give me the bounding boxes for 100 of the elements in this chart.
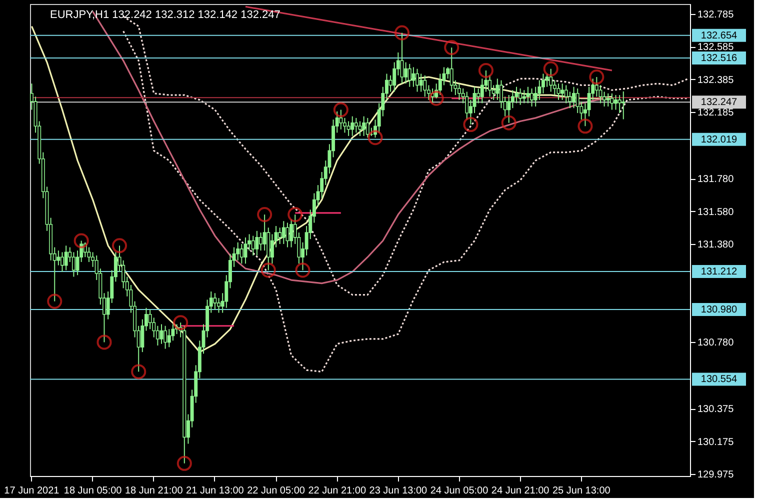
candlestick <box>606 92 610 107</box>
point <box>47 294 62 309</box>
x-tick-label: 21 Jun 13:00 <box>186 486 244 496</box>
x-tick-label: 18 Jun 05:00 <box>64 486 122 496</box>
y-tick-label: 132.585 <box>698 42 734 54</box>
y-tick-label: 132.785 <box>698 9 734 20</box>
candlestick <box>251 235 255 256</box>
point <box>74 233 89 248</box>
candlestick <box>522 90 526 104</box>
y-tick-label: 129.975 <box>698 470 734 481</box>
point <box>257 207 272 222</box>
point <box>501 115 516 130</box>
candlestick <box>416 68 419 92</box>
y-tick-label: 130.780 <box>698 338 734 349</box>
y-tick-label: 130.175 <box>698 436 734 448</box>
candlestick <box>564 84 568 104</box>
line-series <box>30 25 613 353</box>
y-tick-label: 132.185 <box>698 108 734 119</box>
ref-line-label: 132.516 <box>700 53 738 64</box>
candlestick <box>259 232 262 252</box>
x-tick-label: 24 Jun 05:00 <box>430 486 489 496</box>
candlestick <box>60 252 64 272</box>
candlestick <box>472 86 476 114</box>
candlestick <box>72 252 76 278</box>
candlestick <box>614 94 618 110</box>
candlestick <box>610 92 614 110</box>
candlestick <box>530 88 534 107</box>
point <box>368 130 383 146</box>
point <box>428 90 444 106</box>
point <box>543 61 558 76</box>
ref-line-label: 132.654 <box>700 30 738 42</box>
x-tick-label: 22 Jun 05:00 <box>247 486 306 496</box>
y-tick-label: 131.580 <box>698 206 734 218</box>
point <box>589 70 604 85</box>
candlestick <box>476 88 480 104</box>
candlestick <box>164 325 168 350</box>
candlestick <box>423 74 427 98</box>
point <box>176 456 192 471</box>
candlestick <box>282 220 286 245</box>
candlestick <box>290 218 294 248</box>
point <box>333 102 348 118</box>
x-tick-label: 22 Jun 21:00 <box>308 486 366 496</box>
candlestick <box>64 245 68 271</box>
line-series <box>122 30 690 373</box>
candlestick <box>496 78 500 100</box>
x-tick-label: 23 Jun 13:00 <box>369 486 428 496</box>
point <box>260 262 276 278</box>
candlestick <box>572 86 576 109</box>
y-tick-label: 131.780 <box>698 174 734 186</box>
candlestick <box>244 236 248 264</box>
candlestick <box>545 73 549 88</box>
candlestick <box>56 250 60 266</box>
candlestick <box>412 66 416 88</box>
point <box>578 118 593 134</box>
ref-line-label: 130.980 <box>700 304 738 316</box>
point <box>478 62 494 78</box>
point <box>394 25 410 40</box>
candlestick <box>549 68 553 92</box>
y-tick-label: 131.380 <box>698 240 734 251</box>
point <box>173 315 188 330</box>
point <box>112 238 128 254</box>
ref-line-label: 131.212 <box>700 266 738 278</box>
candlestick <box>450 47 454 92</box>
candlestick <box>358 120 362 136</box>
ref-line-label: 132.019 <box>700 134 738 146</box>
candlestick <box>354 117 358 134</box>
candlestick <box>255 230 259 256</box>
x-tick-label: 24 Jun 21:00 <box>491 486 550 496</box>
y-tick-label: 130.375 <box>698 404 734 416</box>
x-tick-label: 25 Jun 13:00 <box>552 486 611 496</box>
candlestick <box>350 116 354 136</box>
candlestick <box>458 83 461 100</box>
candlestick <box>419 73 423 92</box>
candlestick <box>339 109 343 130</box>
candlestick <box>240 244 244 264</box>
candlestick <box>366 117 370 138</box>
point <box>463 116 478 132</box>
candlestick <box>526 86 530 104</box>
candlestick <box>465 91 469 120</box>
ref-line-label: 130.554 <box>700 374 738 386</box>
candlestick <box>286 222 290 248</box>
candlestick <box>488 74 492 98</box>
point <box>288 207 303 222</box>
candlestick <box>278 227 282 245</box>
point <box>131 364 146 380</box>
candlestick <box>346 120 350 136</box>
ref-line-label: 132.247 <box>700 97 738 108</box>
point <box>295 262 310 278</box>
x-tick-label: 18 Jun 21:00 <box>124 486 184 496</box>
candlestick <box>560 83 564 100</box>
point <box>96 334 112 350</box>
candlestick <box>556 83 560 100</box>
candlestick <box>408 63 412 88</box>
candlestick <box>404 62 408 84</box>
candlestick <box>622 90 626 120</box>
candlestick <box>518 88 522 106</box>
candlestick <box>362 116 366 136</box>
candlestick <box>213 292 217 310</box>
candlestick <box>87 246 91 263</box>
y-tick-label: 132.385 <box>698 74 734 86</box>
